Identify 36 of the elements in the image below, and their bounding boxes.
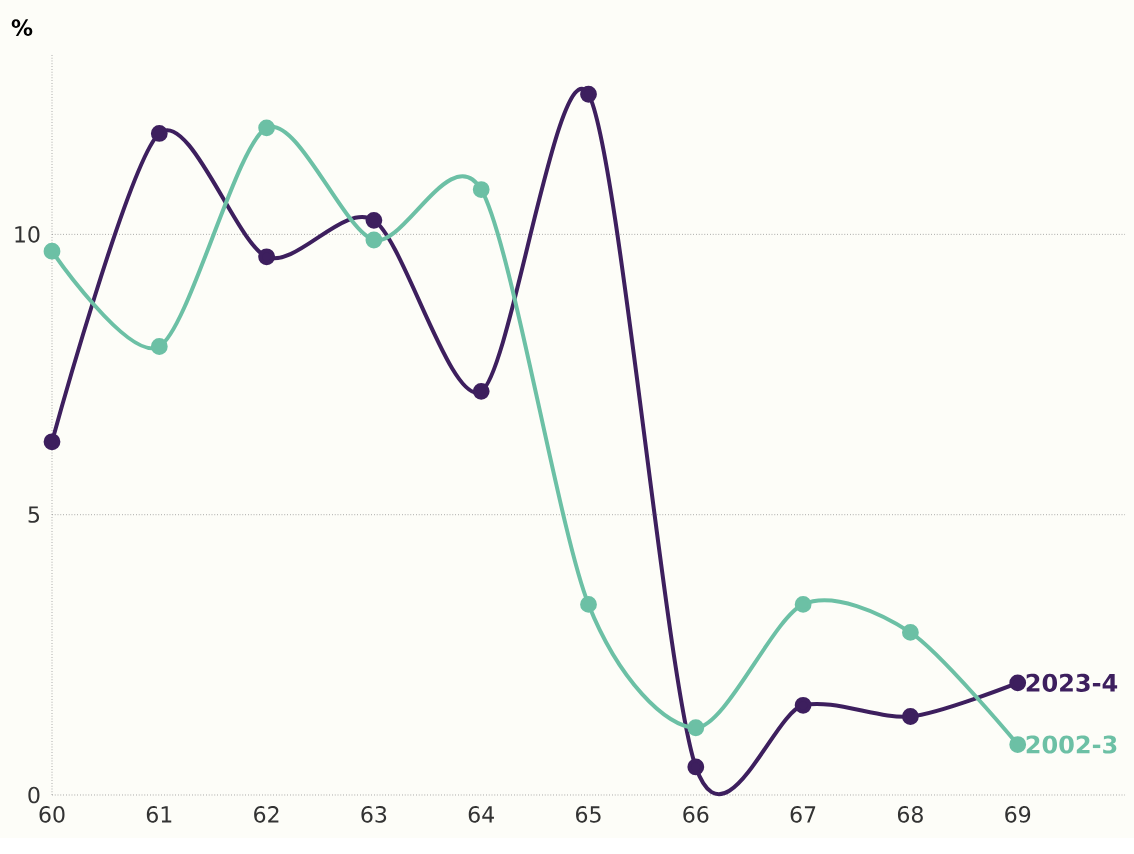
x-tick-label: 63: [361, 806, 387, 823]
point: [258, 119, 276, 137]
x-tick-label: 60: [39, 806, 65, 823]
point: [43, 433, 61, 451]
point: [687, 758, 705, 776]
y-tick-label: 10: [15, 226, 40, 243]
point: [794, 596, 812, 613]
point: [365, 231, 383, 249]
point: [150, 338, 168, 356]
y-tick-label: 0: [28, 786, 40, 804]
point: [580, 85, 597, 103]
point: [150, 125, 168, 142]
x-tick-label: 66: [683, 806, 709, 823]
x-tick-label: 64: [468, 806, 494, 823]
x-tick-label: 62: [254, 806, 279, 823]
point: [472, 383, 490, 400]
point: [687, 719, 705, 737]
y-tick-label: 5: [28, 506, 40, 523]
point: [794, 697, 812, 714]
point: [258, 248, 276, 266]
point: [580, 596, 597, 613]
point: [902, 708, 919, 726]
point: [1009, 736, 1027, 754]
x-tick-label: 65: [576, 806, 601, 823]
point: [472, 181, 490, 199]
x-tick-label: 69: [1005, 806, 1031, 823]
point: [365, 212, 383, 229]
x-tick-label: 61: [146, 806, 172, 823]
x-tick-label: 67: [790, 806, 816, 823]
series-label: 2023-4: [1026, 673, 1118, 693]
series-label: 2002-3: [1026, 735, 1117, 754]
point: [43, 242, 61, 260]
point: [1009, 674, 1027, 692]
point: [902, 624, 919, 641]
y-axis-title: %: [11, 19, 33, 37]
x-tick-label: 68: [897, 806, 923, 823]
